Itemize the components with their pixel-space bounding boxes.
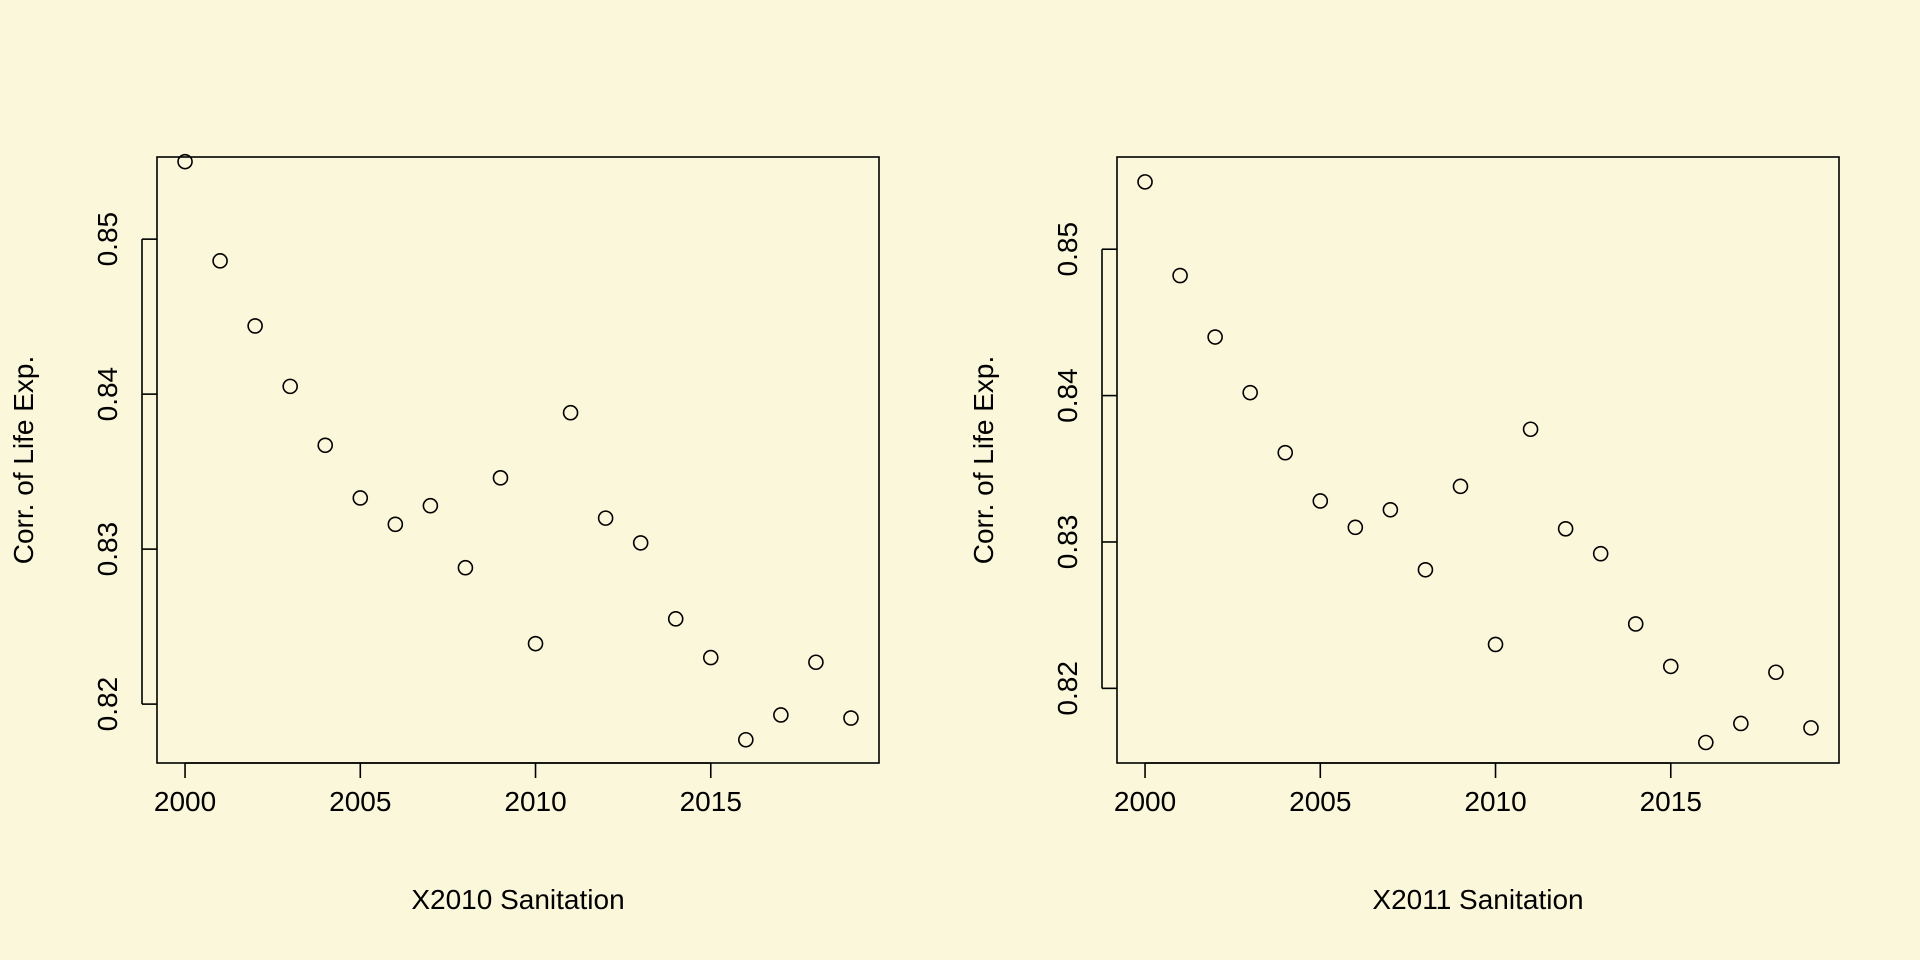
data-point [808,654,824,671]
y-axis: 0.82 0.83 0.84 0.85 [92,212,157,731]
x-tick-label: 2015 [680,786,742,817]
data-point [738,731,754,748]
x-tick-label: 2010 [1464,786,1526,817]
plot-frame [156,156,880,764]
data-point [843,710,859,726]
data-point [422,497,439,514]
data-point [1698,734,1714,751]
data-point [1382,501,1399,518]
data-point [1417,561,1434,578]
data-point [1347,519,1364,536]
x-tick-label: 2000 [154,786,216,817]
data-point [247,318,263,334]
x-tick-label: 2000 [1114,786,1176,817]
data-point [1803,720,1819,736]
y-axis-label: Corr. of Life Exp. [8,356,39,565]
data-point [212,253,228,269]
y-tick-label: 0.84 [92,367,123,422]
x-tick-label: 2015 [1640,786,1702,817]
data-points [1137,174,1819,751]
data-point [1733,715,1749,732]
y-tick-label: 0.85 [1052,222,1083,277]
data-point [1522,421,1539,438]
data-point [1768,664,1784,681]
y-tick-label: 0.82 [92,677,123,732]
data-point [1452,478,1469,495]
data-point [1662,658,1679,675]
data-point [1487,636,1504,653]
data-point [702,649,719,666]
y-tick-label: 0.82 [1052,661,1083,716]
data-point [1172,267,1188,284]
data-point [597,510,614,526]
data-point [177,153,193,170]
data-point [1592,545,1609,562]
data-point [1557,520,1574,537]
scatter-chart-x2010-sanitation: X2010 Sanitation Corr. of Life Exp. 2000… [8,153,880,915]
data-point [1312,493,1329,509]
x-tick-label: 2005 [329,786,391,817]
data-point [1627,616,1644,632]
y-tick-label: 0.84 [1052,368,1083,423]
plot-frame [1116,156,1840,764]
data-point [1207,329,1223,345]
data-point [667,611,684,627]
data-point [562,404,579,421]
data-point [1242,384,1258,401]
y-axis: 0.82 0.83 0.84 0.85 [1052,222,1117,716]
x-tick-label: 2010 [504,786,566,817]
data-point [457,559,474,576]
x-axis: 2000 2005 2010 2015 [154,762,742,817]
x-axis: 2000 2005 2010 2015 [1114,762,1702,817]
data-point [1277,444,1294,461]
y-tick-label: 0.85 [92,212,123,267]
data-point [317,437,334,454]
data-point [527,635,544,652]
x-axis-label: X2011 Sanitation [1372,884,1583,915]
data-point [352,490,369,506]
data-point [282,378,298,395]
x-tick-label: 2005 [1289,786,1351,817]
data-point [773,707,789,723]
x-axis-label: X2010 Sanitation [411,884,624,915]
scatter-chart-x2011-sanitation: X2011 Sanitation Corr. of Life Exp. 2000… [968,156,1840,915]
y-tick-label: 0.83 [92,522,123,577]
data-points [177,153,859,748]
data-point [387,516,404,533]
data-point [492,470,509,486]
y-axis-label: Corr. of Life Exp. [968,356,999,565]
y-tick-label: 0.83 [1052,515,1083,570]
data-point [1137,174,1153,190]
data-point [632,535,649,551]
